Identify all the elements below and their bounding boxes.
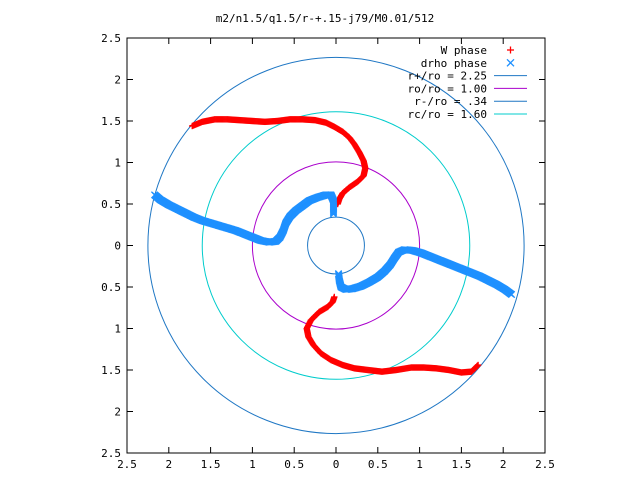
circle-r-ro-2-25: [147, 56, 525, 435]
x-tick-label: 2.5: [535, 458, 555, 471]
x-tick-label: 1: [249, 458, 256, 471]
legend-entry: W phase: [441, 44, 514, 57]
chart-title: m2/n1.5/q1.5/r-+.15-j79/M0.01/512: [216, 12, 435, 25]
legend-entry: r+/ro = 2.25: [408, 70, 527, 83]
series-drho-phase: [150, 191, 516, 299]
data-point: [334, 270, 343, 278]
legend-label: rc/ro = 1.60: [408, 108, 487, 121]
legend-entry: rc/ro = 1.60: [408, 108, 527, 121]
x-tick-label: 1.5: [451, 458, 471, 471]
x-tick-label: 0: [333, 458, 340, 471]
y-tick-label: 1: [114, 323, 121, 336]
data-point: [474, 362, 481, 369]
x-tick-label: 2: [165, 458, 172, 471]
legend-label: drho phase: [421, 57, 487, 70]
data-point: [474, 361, 482, 369]
y-tick-label: 1: [114, 157, 121, 170]
y-tick-label: 2: [114, 406, 121, 419]
x-tick-label: 0.5: [284, 458, 304, 471]
x-tick-label: 1: [416, 458, 423, 471]
legend-label: r-/ro = .34: [414, 95, 487, 108]
legend-entry: drho phase: [421, 57, 515, 70]
data-point: [329, 208, 338, 216]
x-tick-label: 1.5: [201, 458, 221, 471]
legend-marker: [506, 58, 515, 67]
legend-label: ro/ro = 1.00: [408, 82, 487, 95]
data-point: [329, 207, 338, 215]
y-tick-label: 0.5: [101, 281, 121, 294]
y-tick-label: 2: [114, 74, 121, 87]
legend-label: r+/ro = 2.25: [408, 70, 487, 83]
series-w-phase: [189, 116, 482, 376]
y-tick-label: 0: [114, 240, 121, 253]
x-tick-label: 2: [500, 458, 507, 471]
circle-ro-ro-1-00: [251, 161, 421, 330]
x-tick-label: 0.5: [368, 458, 388, 471]
legend-label: W phase: [441, 44, 487, 57]
legend-marker: [507, 46, 514, 54]
y-tick-label: 2.5: [101, 447, 121, 460]
circle-rc-ro-1-60: [201, 111, 471, 380]
data-point: [329, 209, 338, 217]
circle-r-ro-34: [307, 216, 365, 275]
y-tick-label: 0.5: [101, 198, 121, 211]
y-tick-label: 1.5: [101, 364, 121, 377]
y-tick-label: 1.5: [101, 115, 121, 128]
y-tick-label: 2.5: [101, 32, 121, 45]
legend-entry: r-/ro = .34: [414, 95, 527, 108]
data-point: [329, 210, 338, 218]
legend-entry: ro/ro = 1.00: [408, 82, 527, 95]
x-tick-label: 2.5: [117, 458, 137, 471]
